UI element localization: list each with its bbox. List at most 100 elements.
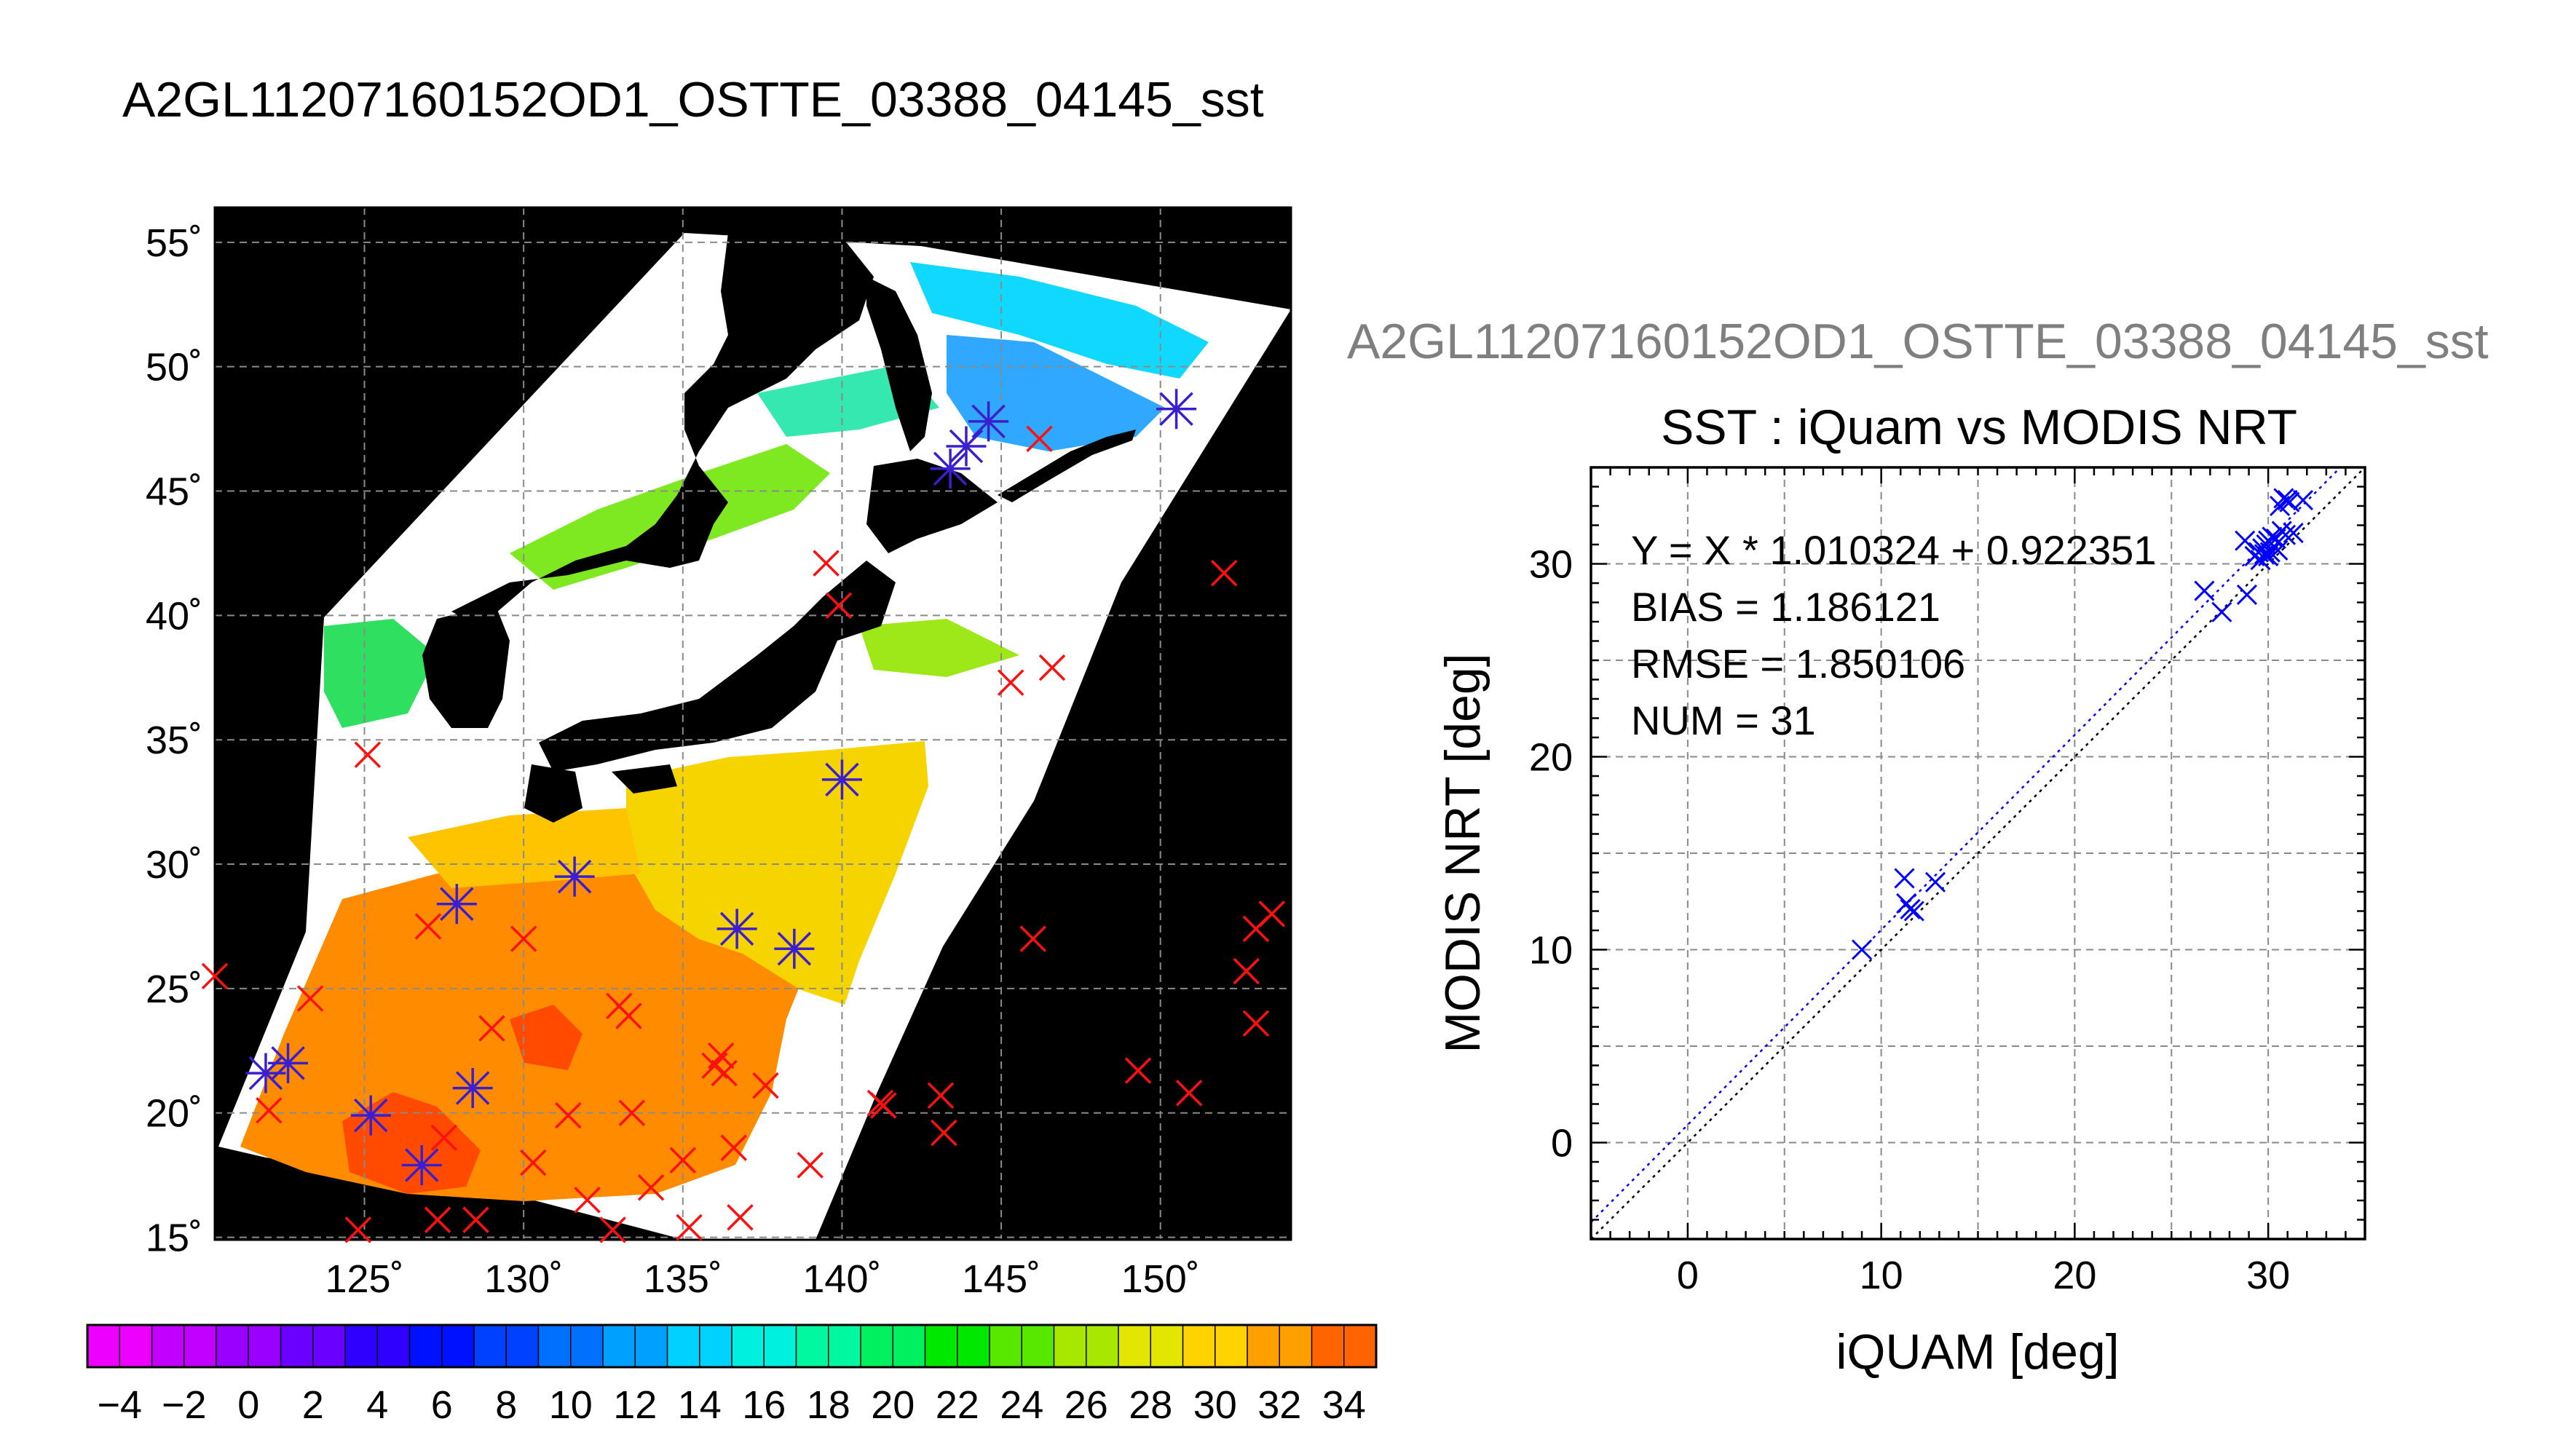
map-x-tick-label: 135˚ bbox=[644, 1257, 722, 1301]
colorbar-cell bbox=[87, 1325, 120, 1367]
map-y-tick-label: 20˚ bbox=[146, 1092, 202, 1136]
map-marker-x bbox=[870, 1092, 897, 1119]
annotation-num: NUM = 31 bbox=[1631, 697, 1816, 743]
map-marker-x bbox=[1242, 1010, 1270, 1037]
scatter-y-tick-labels: 0 10 20 30 bbox=[1529, 543, 1573, 1166]
map-markers bbox=[201, 389, 1286, 1243]
colorbar-tick-label: 12 bbox=[613, 1383, 657, 1427]
land-taiwan bbox=[237, 939, 271, 1019]
colorbar-tick-label: 2 bbox=[302, 1383, 324, 1427]
colorbar-cell bbox=[441, 1325, 475, 1367]
colorbar-cell bbox=[893, 1325, 925, 1367]
colorbar-cell bbox=[861, 1325, 893, 1367]
map-y-tick-labels: 15˚ 20˚ 25˚ 30˚ 35˚ 40˚ 45˚ 50˚ 55˚ bbox=[146, 221, 202, 1260]
colorbar-cells bbox=[87, 1325, 1377, 1367]
map-marker-asterisk bbox=[946, 426, 987, 467]
scatter-point bbox=[1894, 868, 1915, 889]
map-marker-x bbox=[1124, 1057, 1152, 1084]
colorbar-tick-label: 18 bbox=[807, 1383, 850, 1427]
land-shikoku bbox=[612, 764, 677, 794]
map-x-tick-label: 125˚ bbox=[325, 1257, 403, 1301]
scatter-x-tick-labels: 0 10 20 30 bbox=[1677, 1254, 2290, 1297]
colorbar-cell bbox=[1343, 1325, 1377, 1367]
map-marker-asterisk bbox=[268, 1042, 309, 1083]
map-marker-asterisk bbox=[350, 1095, 391, 1136]
map-marker-x bbox=[997, 669, 1024, 696]
colorbar-cell bbox=[1118, 1325, 1151, 1367]
colorbar-cell bbox=[1279, 1325, 1312, 1367]
colorbar-cell bbox=[248, 1325, 281, 1367]
scatter-points bbox=[1851, 488, 2314, 960]
colorbar-cell bbox=[570, 1325, 604, 1367]
colorbar-cell bbox=[1215, 1325, 1248, 1367]
scatter-x-axis-label: iQUAM [deg] bbox=[1836, 1324, 2119, 1380]
map-marker-x bbox=[296, 985, 324, 1012]
colorbar-cell bbox=[764, 1325, 797, 1367]
scatter-point bbox=[1900, 898, 1921, 919]
scatter-point bbox=[1851, 939, 1873, 960]
colorbar-tick-label: 6 bbox=[431, 1383, 453, 1427]
scatter-point bbox=[2292, 489, 2314, 511]
scatter-point bbox=[1924, 871, 1946, 893]
scatter-title: SST : iQuam vs MODIS NRT bbox=[1661, 400, 2297, 455]
map-marker-x bbox=[1175, 1080, 1203, 1107]
scatter-x-tick-label: 0 bbox=[1677, 1254, 1699, 1297]
land-sakhalin bbox=[866, 277, 932, 451]
scatter-point bbox=[2273, 488, 2294, 509]
map-marker-asterisk bbox=[1156, 389, 1197, 430]
scatter-point bbox=[2283, 523, 2304, 544]
colorbar-tick-label: 10 bbox=[549, 1383, 593, 1427]
regression-line bbox=[1591, 467, 2342, 1223]
map-marker-x bbox=[201, 962, 229, 990]
colorbar-tick-label: 34 bbox=[1322, 1383, 1366, 1427]
map-marker-x bbox=[752, 1072, 779, 1099]
colorbar-cell bbox=[506, 1325, 539, 1367]
scatter-point bbox=[2258, 545, 2279, 566]
colorbar-tick-labels: −4 −2 0 2 4 6 8 10 12 14 16 18 20 22 24 26 28 30 32 34 bbox=[97, 1383, 1365, 1427]
sst-pacific-green bbox=[859, 619, 1019, 677]
map-marker-x bbox=[478, 1015, 505, 1042]
map-marker-x bbox=[430, 1124, 458, 1152]
scatter-panel: SST : iQuam vs MODIS NRT 0 10 20 30 0 10 20 30… bbox=[1435, 400, 2366, 1380]
colorbar-cell bbox=[151, 1325, 185, 1367]
colorbar-tick-label: 0 bbox=[237, 1383, 259, 1427]
colorbar-tick-label: 24 bbox=[1000, 1383, 1043, 1427]
colorbar-cell bbox=[119, 1325, 152, 1367]
sst-hot-spots bbox=[342, 1005, 583, 1194]
colorbar-tick-label: 28 bbox=[1129, 1383, 1172, 1427]
colorbar-tick-label: 26 bbox=[1065, 1383, 1108, 1427]
scatter-point bbox=[2194, 580, 2215, 601]
colorbar-cell bbox=[409, 1325, 443, 1367]
map-marker-asterisk bbox=[821, 759, 862, 800]
colorbar-cell bbox=[699, 1325, 732, 1367]
map-marker-x bbox=[711, 1059, 738, 1087]
map-y-tick-label: 40˚ bbox=[146, 594, 202, 638]
colorbar-cell bbox=[1054, 1325, 1087, 1367]
map-y-tick-label: 50˚ bbox=[146, 346, 202, 389]
map-marker-x bbox=[1019, 925, 1047, 952]
colorbar-cell bbox=[1150, 1325, 1183, 1367]
colorbar-cell bbox=[538, 1325, 572, 1367]
colorbar-tick-label: 4 bbox=[366, 1383, 388, 1427]
scatter-y-tick-label: 30 bbox=[1529, 543, 1573, 587]
land-kyushu bbox=[524, 764, 583, 823]
map-marker-x bbox=[344, 1216, 372, 1243]
colorbar-cell bbox=[216, 1325, 249, 1367]
map-marker-asterisk bbox=[436, 884, 477, 925]
scatter-x-tick-label: 30 bbox=[2246, 1254, 2290, 1297]
scatter-point bbox=[2267, 539, 2289, 561]
colorbar-cell bbox=[925, 1325, 958, 1367]
colorbar-tick-label: 14 bbox=[678, 1383, 722, 1427]
colorbar-frame bbox=[86, 1324, 1378, 1369]
colorbar-tick-label: 20 bbox=[871, 1383, 915, 1427]
map-marker-x bbox=[1233, 957, 1260, 985]
colorbar-cell bbox=[474, 1325, 507, 1367]
map-x-tick-label: 130˚ bbox=[484, 1257, 563, 1301]
annotation-bias: BIAS = 1.186121 bbox=[1631, 584, 1940, 630]
colorbar-cell bbox=[990, 1325, 1022, 1367]
map-marker-x bbox=[424, 1206, 451, 1233]
map-marker-asterisk bbox=[401, 1144, 442, 1185]
map-marker-x bbox=[669, 1147, 697, 1174]
map-y-tick-label: 30˚ bbox=[146, 843, 202, 887]
